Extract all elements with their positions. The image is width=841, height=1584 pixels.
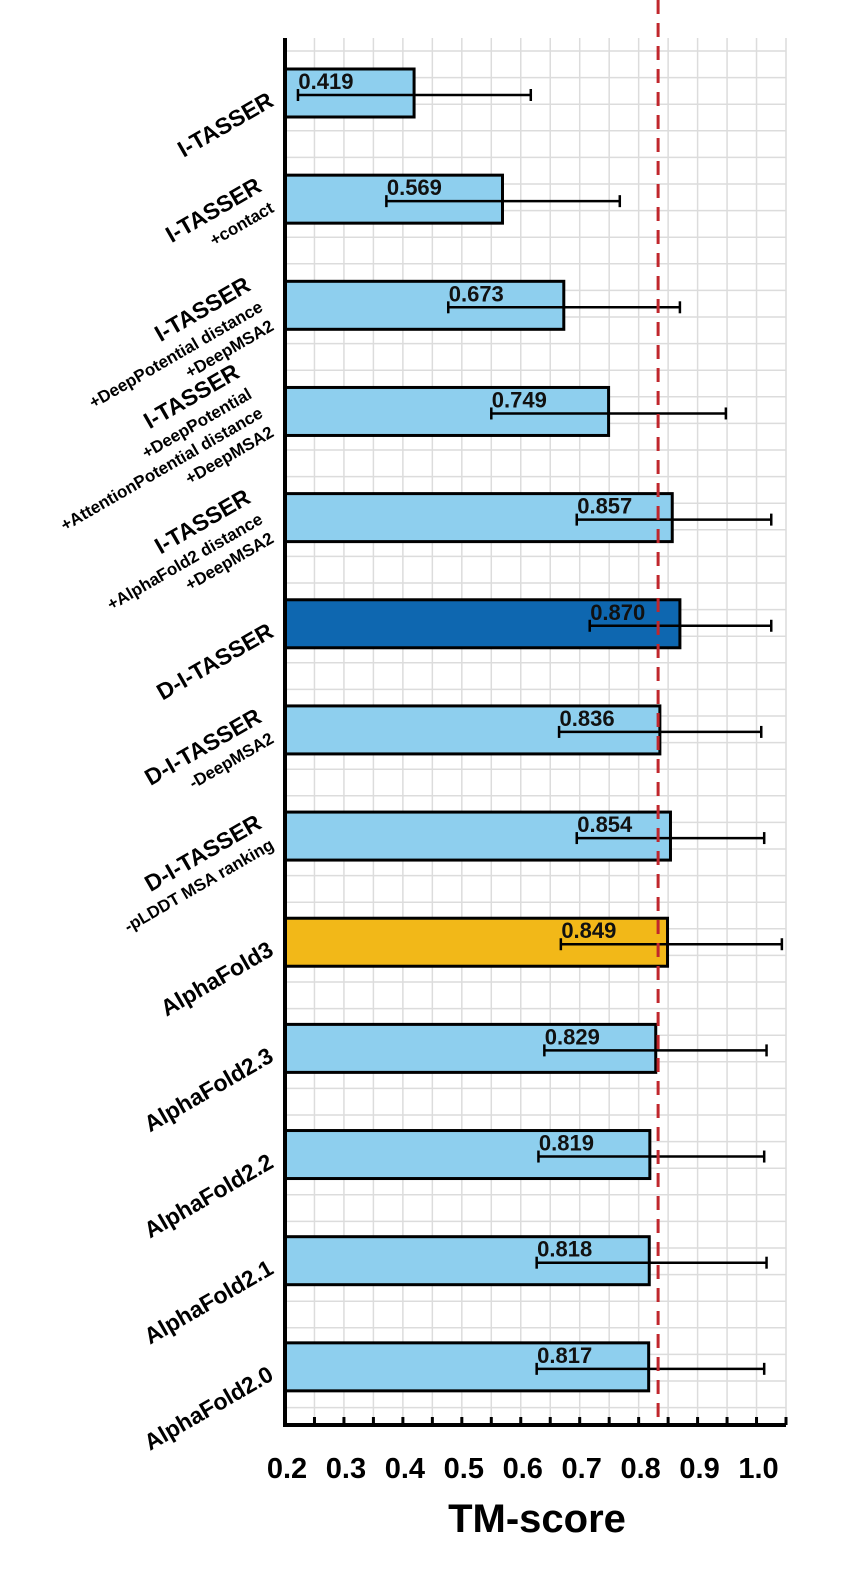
- svg-text:D-I-TASSER-pLDDT MSA ranking: D-I-TASSER-pLDDT MSA ranking: [106, 809, 278, 936]
- axes: [283, 38, 788, 1427]
- bar: [283, 1341, 651, 1393]
- bar: [283, 1022, 658, 1074]
- category-labels: I-TASSERI-TASSER+contactI-TASSER+DeepPot…: [57, 87, 278, 1456]
- category-label: I-TASSER+contact: [161, 172, 277, 267]
- bar: [283, 173, 504, 225]
- category-label: AlphaFold3: [156, 936, 277, 1021]
- x-axis-title: TM-score: [448, 1497, 626, 1541]
- value-label: 0.818: [537, 1237, 592, 1262]
- category-label: AlphaFold2.0: [139, 1361, 277, 1456]
- value-label: 0.849: [561, 918, 616, 943]
- value-label: 0.854: [577, 812, 633, 837]
- svg-text:AlphaFold2.3: AlphaFold2.3: [139, 1042, 277, 1137]
- bar: [283, 704, 662, 756]
- bar: [283, 385, 611, 437]
- category-label: AlphaFold2.2: [139, 1148, 277, 1243]
- value-label: 0.673: [449, 281, 504, 306]
- x-tick-label: 1.0: [738, 1453, 778, 1485]
- bar: [283, 1235, 651, 1287]
- category-label-line: AlphaFold3: [156, 936, 277, 1021]
- x-tick-label: 0.9: [679, 1453, 719, 1485]
- category-label-line: AlphaFold2.2: [139, 1148, 277, 1243]
- value-label: 0.569: [387, 175, 442, 200]
- category-label: I-TASSER: [173, 87, 278, 163]
- value-label: 0.829: [545, 1024, 600, 1049]
- x-tick-label: 0.4: [385, 1453, 425, 1485]
- svg-text:AlphaFold2.2: AlphaFold2.2: [139, 1148, 277, 1243]
- tick-labels: 0.2 0.3 0.4 0.5 0.6 0.7 0.8 0.9 1.0: [267, 1453, 779, 1485]
- category-label: D-I-TASSER-pLDDT MSA ranking: [106, 809, 278, 936]
- value-label: 0.857: [577, 494, 632, 519]
- bar: [283, 279, 566, 331]
- value-label: 0.870: [590, 600, 645, 625]
- error-bars: [296, 89, 784, 1375]
- category-label: AlphaFold2.1: [139, 1254, 277, 1349]
- svg-text:AlphaFold3: AlphaFold3: [156, 936, 277, 1021]
- bar: [283, 810, 672, 862]
- category-label-line: AlphaFold2.0: [139, 1361, 277, 1456]
- svg-text:I-TASSER+AlphaFold2 distance+D: I-TASSER+AlphaFold2 distance+DeepMSA2: [89, 483, 277, 633]
- svg-text:I-TASSER: I-TASSER: [173, 87, 278, 163]
- svg-text:D-I-TASSER-DeepMSA2: D-I-TASSER-DeepMSA2: [140, 703, 277, 811]
- value-label: 0.419: [298, 69, 353, 94]
- svg-text:AlphaFold2.1: AlphaFold2.1: [139, 1254, 277, 1349]
- svg-text:I-TASSER+contact: I-TASSER+contact: [161, 172, 277, 267]
- bars: [283, 67, 682, 1393]
- x-tick-label: 0.3: [326, 1453, 366, 1485]
- x-tick-label: 0.7: [562, 1453, 602, 1485]
- category-label-line: I-TASSER: [173, 87, 278, 163]
- x-tick-label: 0.8: [620, 1453, 660, 1485]
- category-label-line: AlphaFold2.1: [139, 1254, 277, 1349]
- value-labels: 0.419 0.569 0.673 0.749 0.857 0.870 0.836 0.854…: [298, 69, 645, 1368]
- bar: [283, 916, 670, 968]
- svg-text:AlphaFold2.0: AlphaFold2.0: [139, 1361, 277, 1456]
- value-label: 0.819: [539, 1131, 594, 1156]
- value-label: 0.749: [492, 387, 547, 412]
- x-tick-label: 0.5: [444, 1453, 484, 1485]
- value-label: 0.817: [537, 1343, 592, 1368]
- category-label: D-I-TASSER-DeepMSA2: [140, 703, 277, 811]
- x-tick-label: 0.6: [503, 1453, 543, 1485]
- svg-text:D-I-TASSER: D-I-TASSER: [152, 617, 278, 705]
- category-label: D-I-TASSER: [152, 617, 278, 705]
- category-label: I-TASSER+AlphaFold2 distance+DeepMSA2: [89, 483, 277, 633]
- category-label-line: D-I-TASSER: [152, 617, 278, 705]
- category-label: AlphaFold2.3: [139, 1042, 277, 1137]
- bar: [283, 1129, 652, 1181]
- x-tick-label: 0.2: [267, 1453, 307, 1485]
- value-label: 0.836: [560, 706, 615, 731]
- category-label-line: AlphaFold2.3: [139, 1042, 277, 1137]
